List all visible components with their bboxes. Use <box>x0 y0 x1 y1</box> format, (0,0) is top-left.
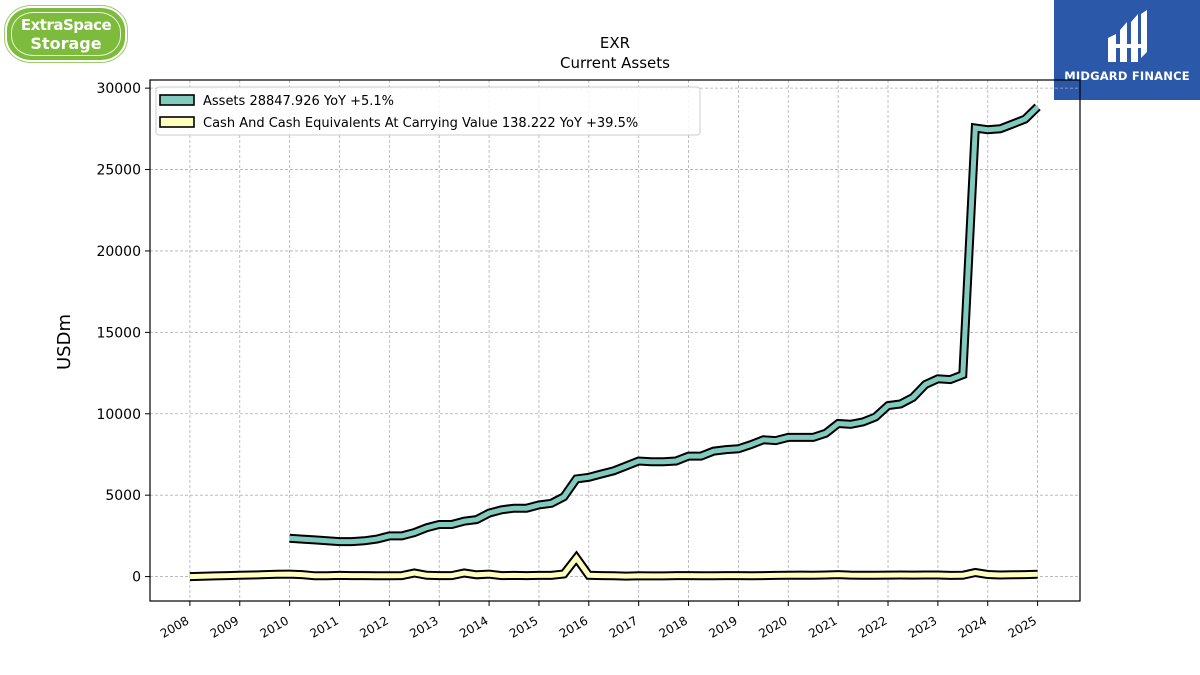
logo-text-line2: Storage <box>30 34 102 53</box>
logo-text-line1: ExtraSpace <box>20 16 112 34</box>
extraspace-storage-logo: ExtraSpace Storage <box>5 6 127 62</box>
series-line <box>289 105 1040 545</box>
x-tick-label: 2013 <box>407 613 440 640</box>
x-tick-label: 2020 <box>756 613 789 640</box>
x-tick-label: 2025 <box>1006 613 1039 640</box>
x-tick-label: 2018 <box>657 613 690 640</box>
chart-title: EXR <box>600 34 630 52</box>
y-tick-label: 10000 <box>96 407 141 423</box>
series-1 <box>189 550 1038 582</box>
grid <box>150 80 1080 601</box>
x-tick-label: 2008 <box>158 613 191 640</box>
y-axis-label: USDm <box>54 314 75 370</box>
midgard-mark-icon <box>1108 10 1147 62</box>
logo-border <box>11 12 121 56</box>
midgard-finance-logo: MIDGARD FINANCE <box>1054 0 1200 100</box>
y-tick-label: 0 <box>132 570 141 586</box>
y-tick-label: 30000 <box>96 81 141 97</box>
x-tick-label: 2010 <box>258 613 291 640</box>
x-tick-label: 2023 <box>906 613 939 640</box>
x-tick-label: 2021 <box>806 613 839 640</box>
series-line <box>189 553 1038 580</box>
x-tick-label: 2019 <box>706 613 739 640</box>
y-tick-label: 20000 <box>96 244 141 260</box>
x-tick-label: 2017 <box>607 613 640 640</box>
x-tick-label: 2011 <box>308 613 341 640</box>
x-axis-ticks: 2008 2009 2010 2011 2012 2013 2014 2015 2016 2017… <box>158 601 1039 641</box>
x-tick-label: 2015 <box>507 613 540 640</box>
y-axis-ticks: 0 5000 10000 15000 20000 25000 30000 <box>96 81 150 586</box>
x-tick-label: 2022 <box>856 613 889 640</box>
series-lines <box>189 103 1041 582</box>
series-line-outline <box>289 103 1041 547</box>
y-tick-label: 5000 <box>105 488 141 504</box>
legend: Assets 28847.926 YoY +5.1% Cash And Cash … <box>155 86 701 136</box>
legend-entry: Cash And Cash Equivalents At Carrying Va… <box>203 116 638 131</box>
x-tick-label: 2014 <box>457 613 490 640</box>
legend-box <box>155 86 701 136</box>
x-tick-label: 2009 <box>208 613 241 640</box>
legend-entry: Assets 28847.926 YoY +5.1% <box>203 94 394 109</box>
legend-swatch <box>159 94 195 106</box>
x-tick-label: 2012 <box>357 613 390 640</box>
legend-swatch <box>159 116 195 128</box>
plot-frame <box>149 79 1081 602</box>
x-tick-label: 2016 <box>557 613 590 640</box>
series-0 <box>289 103 1041 547</box>
x-tick-label: 2024 <box>956 613 989 640</box>
y-tick-label: 25000 <box>96 163 141 179</box>
chart-subtitle: Current Assets <box>560 54 670 72</box>
y-tick-label: 15000 <box>96 325 141 341</box>
brand-name: MIDGARD FINANCE <box>1064 69 1190 83</box>
